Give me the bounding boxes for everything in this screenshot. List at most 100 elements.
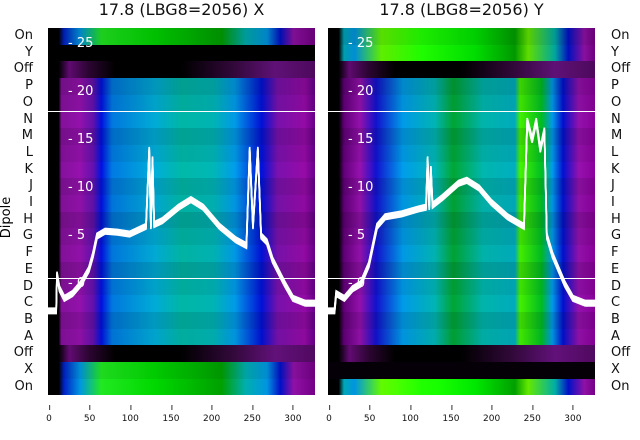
- row-label-right: H: [611, 211, 621, 227]
- y-tick-label: - 15: [68, 132, 94, 147]
- row-label-right: M: [611, 128, 623, 144]
- heatmap-row: [328, 378, 595, 395]
- heatmap-row: [328, 128, 595, 145]
- heatmap-row: [48, 128, 315, 145]
- heatmap-row: [48, 378, 315, 395]
- row-label-left: J: [29, 178, 33, 194]
- curve-layer: [48, 146, 315, 315]
- heatmap-row: [48, 345, 315, 362]
- row-label-right: N: [611, 111, 621, 127]
- series-line-X: [48, 152, 315, 315]
- y-tick-label: - 10: [348, 180, 374, 195]
- curve-layer: [328, 117, 595, 315]
- row-label-right: Off: [611, 345, 631, 361]
- row-label-left: P: [25, 78, 33, 94]
- heatmap-row: [48, 295, 315, 312]
- row-label-left: D: [22, 278, 33, 294]
- heatmap-row: [48, 311, 315, 329]
- heatmap-row: [328, 362, 595, 379]
- row-label-left: E: [24, 261, 33, 277]
- row-label-right: Y: [611, 44, 619, 60]
- series-line-X: [48, 150, 315, 313]
- row-label-left: B: [24, 311, 33, 327]
- row-label-right: I: [611, 195, 615, 210]
- row-label-right: O: [611, 94, 622, 110]
- x-tick-label: 50: [83, 405, 96, 424]
- series-line-X: [48, 147, 315, 311]
- y-tick-label: - 20: [348, 84, 374, 99]
- row-label-left: O: [22, 94, 33, 110]
- heatmap-row: [48, 245, 315, 262]
- row-label-left: X: [24, 362, 33, 377]
- row-label-left: K: [24, 161, 33, 177]
- heatmap-row: [328, 78, 595, 95]
- y-tick-label: - 5: [348, 228, 366, 243]
- left-title: 17.8 (LBG8=2056) X: [98, 0, 265, 19]
- heatmap-row: [328, 144, 595, 162]
- x-tick-label: 0: [46, 405, 52, 424]
- row-label-right: Off: [611, 61, 631, 77]
- heatmap-row: [48, 278, 315, 296]
- y-tick-label: - 0: [348, 276, 366, 291]
- heatmap-row: [48, 61, 315, 79]
- heatmap-row: [328, 195, 595, 212]
- y-axis-label: Dipole: [0, 196, 15, 239]
- right-title: 17.8 (LBG8=2056) Y: [379, 0, 544, 19]
- row-label-left: G: [22, 228, 33, 244]
- x-tick-label: 150: [442, 405, 460, 424]
- row-label-right: K: [611, 161, 620, 177]
- heatmap-row: [328, 28, 595, 45]
- heatmap-row: [328, 161, 595, 179]
- x-tick-label: 200: [483, 405, 501, 424]
- series-line-Y: [328, 123, 595, 315]
- heatmap-row: [328, 61, 595, 79]
- row-label-left: Off: [13, 61, 33, 77]
- heatmap-row: [328, 311, 595, 329]
- series-line-X: [48, 148, 315, 312]
- row-label-left: F: [25, 245, 33, 261]
- x-tick-label: 100: [121, 405, 139, 424]
- row-label-right: On: [611, 28, 630, 43]
- x-tick-label: 50: [363, 405, 376, 424]
- heatmap-row: [48, 94, 315, 112]
- x-tick-label: 100: [401, 405, 419, 424]
- series-line-X: [48, 146, 315, 309]
- heatmap-row: [328, 278, 595, 296]
- heatmap-row: [328, 44, 595, 62]
- row-label-left: C: [23, 295, 33, 311]
- heatmap-row: [328, 245, 595, 262]
- heatmap-row: [48, 28, 315, 45]
- heatmap-row: [48, 362, 315, 379]
- y-tick-label: - 25: [348, 36, 374, 51]
- heatmap-y: - 0 - 5 - 10 - 15 - 20 - 25: [328, 28, 595, 395]
- row-label-right: C: [611, 295, 621, 311]
- row-label-right: A: [611, 328, 620, 344]
- y-tick-label: - 25: [68, 36, 94, 51]
- x-tick-label: 300: [564, 405, 582, 424]
- heatmap-row: [328, 328, 595, 346]
- row-label-left: On: [14, 28, 33, 43]
- row-label-left: H: [23, 211, 33, 227]
- row-label-right: J: [611, 178, 615, 194]
- series-line-Y: [328, 118, 595, 311]
- row-label-right: D: [611, 278, 622, 294]
- row-label-left: Y: [25, 44, 33, 60]
- row-label-left: I: [29, 195, 33, 210]
- row-label-left: Off: [13, 345, 33, 361]
- series-line-Y: [328, 122, 595, 314]
- x-tick-label: 250: [523, 405, 541, 424]
- y-tick-label: - 0: [68, 276, 86, 291]
- heatmap-row: [328, 261, 595, 279]
- y-tick-label: - 10: [68, 180, 94, 195]
- x-tick-label: 150: [162, 405, 180, 424]
- row-label-left: On: [14, 378, 33, 394]
- heatmap-row: [48, 261, 315, 279]
- x-tick-label: 250: [243, 405, 261, 424]
- y-tick-label: - 20: [68, 84, 94, 99]
- row-label-left: A: [24, 328, 33, 344]
- row-label-left: N: [23, 111, 33, 127]
- series-line-X: [48, 151, 315, 314]
- y-tick-label: - 5: [68, 228, 86, 243]
- heatmap-row: [328, 178, 595, 195]
- heatmap-row: [48, 78, 315, 95]
